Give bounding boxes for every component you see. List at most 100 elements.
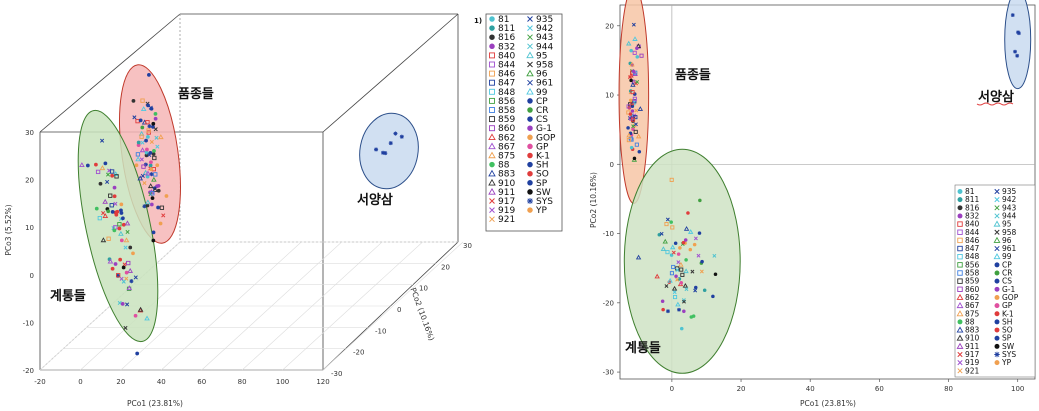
legend-marker bbox=[957, 197, 963, 203]
data-point bbox=[139, 147, 146, 153]
data-point bbox=[661, 307, 665, 312]
data-point bbox=[116, 273, 121, 278]
data-point bbox=[148, 163, 153, 168]
data-point bbox=[669, 244, 676, 250]
data-point bbox=[113, 201, 118, 206]
data-point bbox=[103, 161, 108, 166]
data-point bbox=[117, 226, 122, 231]
data-point bbox=[637, 106, 644, 111]
data-point bbox=[631, 124, 636, 129]
data-point bbox=[675, 268, 680, 272]
data-point bbox=[635, 79, 640, 84]
data-point bbox=[683, 226, 690, 231]
legend-marker bbox=[489, 97, 495, 104]
data-point bbox=[151, 152, 156, 156]
data-point bbox=[102, 213, 109, 218]
data-point bbox=[1013, 49, 1017, 54]
data-point bbox=[681, 240, 686, 245]
legend-marker bbox=[994, 335, 1000, 341]
y-axis-label: PCo2 (10.16%) bbox=[409, 286, 437, 342]
data-point bbox=[665, 250, 670, 255]
tick-label: 0 bbox=[397, 306, 401, 314]
data-point bbox=[672, 290, 677, 295]
legend-label: 867 bbox=[498, 142, 515, 152]
legend-marker bbox=[488, 187, 496, 195]
legend-marker bbox=[527, 170, 533, 177]
data-point bbox=[127, 267, 134, 273]
data-point bbox=[122, 262, 127, 267]
legend-label: 856 bbox=[965, 260, 980, 269]
legend-label: SO bbox=[1002, 326, 1013, 335]
legend-marker bbox=[957, 213, 963, 219]
data-point bbox=[132, 115, 137, 120]
data-point bbox=[153, 111, 158, 116]
data-point bbox=[101, 211, 106, 216]
data-point bbox=[107, 258, 114, 264]
pcoa-3d-panel: -20 0 20 40 60 80 100 120-30-20-100102030-20-10… bbox=[4, 13, 472, 408]
data-point bbox=[629, 78, 633, 83]
y-axis-label: PCo2 (10.16%) bbox=[589, 172, 598, 228]
data-point bbox=[632, 156, 637, 161]
data-point bbox=[94, 162, 98, 167]
tick-label: 100 bbox=[1011, 385, 1024, 393]
legend-label: 883 bbox=[965, 326, 980, 335]
data-point bbox=[628, 72, 634, 78]
tick-label: -10 bbox=[603, 230, 614, 238]
data-point bbox=[676, 260, 681, 265]
data-point bbox=[684, 258, 688, 262]
legend-label: 96 bbox=[1002, 236, 1012, 245]
data-point bbox=[145, 170, 151, 176]
legend-marker bbox=[956, 334, 964, 341]
legend-marker bbox=[993, 236, 1001, 243]
data-point bbox=[634, 108, 639, 113]
tick-label: 20 bbox=[605, 22, 614, 30]
data-point bbox=[135, 156, 141, 162]
legend-marker bbox=[994, 205, 1000, 211]
legend-label: 846 bbox=[965, 236, 980, 245]
legend-marker bbox=[527, 107, 533, 113]
legend-marker bbox=[994, 245, 1000, 252]
legend-marker bbox=[956, 293, 964, 300]
data-point bbox=[630, 117, 636, 122]
legend-label: YP bbox=[535, 206, 547, 216]
data-point bbox=[633, 122, 638, 127]
data-point bbox=[151, 121, 156, 126]
legend-marker bbox=[527, 61, 533, 68]
data-point bbox=[119, 276, 124, 281]
data-point bbox=[633, 129, 638, 134]
data-point bbox=[159, 205, 165, 210]
data-point bbox=[633, 115, 638, 120]
2d-axis-ticks: 0 20 40 60 80 100 -30 -20 -10 0 10 20 bbox=[603, 22, 1025, 393]
data-point bbox=[123, 325, 128, 331]
data-point bbox=[698, 198, 702, 203]
tick-label: 0 bbox=[30, 272, 34, 280]
legend-marker bbox=[994, 197, 1000, 203]
data-point bbox=[673, 241, 678, 246]
data-point bbox=[687, 229, 694, 234]
z-axis-label: PCo3 (5.52%) bbox=[4, 204, 13, 255]
data-point bbox=[1016, 30, 1020, 35]
tick-label: 20 bbox=[116, 378, 125, 386]
legend-label: 921 bbox=[965, 366, 980, 375]
data-point bbox=[688, 247, 693, 252]
data-point bbox=[110, 209, 115, 214]
legend-marker bbox=[994, 270, 1000, 276]
data-point bbox=[654, 273, 660, 279]
legend-label: 832 bbox=[498, 42, 515, 52]
data-point bbox=[161, 213, 166, 218]
data-point bbox=[683, 238, 688, 242]
tick-label: -20 bbox=[603, 299, 614, 307]
legend-marker bbox=[527, 189, 533, 195]
legend-marker bbox=[489, 25, 495, 31]
data-point bbox=[639, 53, 644, 58]
data-point bbox=[110, 173, 115, 178]
data-point bbox=[99, 165, 106, 171]
data-point bbox=[669, 220, 673, 224]
legend-label: 943 bbox=[536, 33, 553, 43]
legend-marker bbox=[527, 198, 533, 204]
legend-label: 81 bbox=[498, 15, 509, 25]
data-point bbox=[158, 221, 163, 226]
legend-label: 860 bbox=[498, 124, 515, 134]
legend-label: 875 bbox=[965, 309, 980, 318]
data-point bbox=[632, 36, 638, 41]
